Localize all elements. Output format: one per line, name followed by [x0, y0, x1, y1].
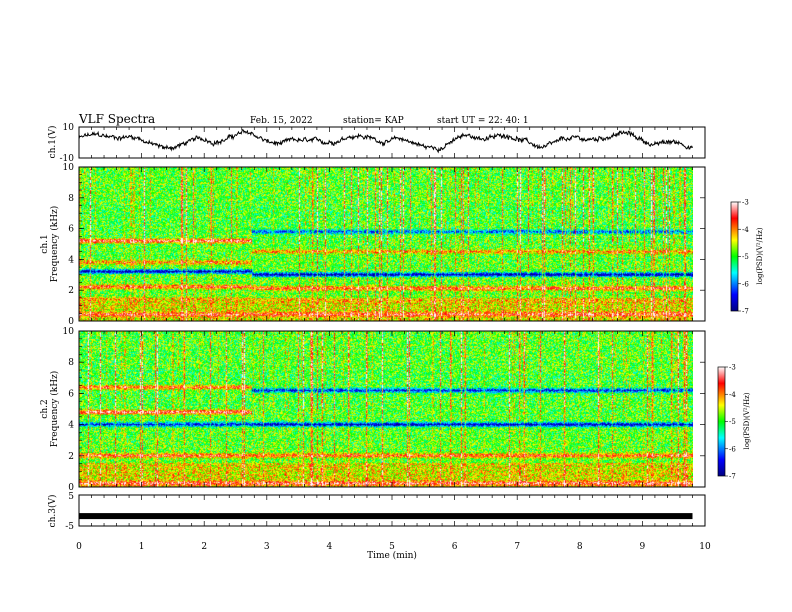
ylabel-ch1-frequency: Frequency (kHz) — [49, 206, 60, 283]
ylabel-ch3-volts: ch.3(V) — [47, 495, 58, 528]
ytick-ch3-top: 5 — [68, 492, 74, 502]
colorbar-tick-label: -5 — [729, 418, 736, 426]
colorbar-ch1-ticks: -3 -4 -5 -6 -7 — [738, 199, 749, 316]
x-tick-label: 3 — [264, 542, 270, 552]
waveform-ch1-line — [78, 128, 693, 154]
waveform-ch3-line — [79, 513, 693, 520]
colorbar-ch1 — [730, 201, 739, 312]
ytick-ch1-top: 10 — [63, 123, 75, 133]
colorbar-tick-label: -4 — [742, 226, 749, 234]
spectrogram-ch2-image — [79, 331, 693, 487]
x-ticks-panel-1 — [78, 127, 706, 158]
ylabel-ch1-channel: ch.1 — [40, 234, 50, 253]
x-tick-label: 1 — [139, 542, 145, 552]
y-tick-label: 2 — [68, 452, 74, 462]
colorbar-tick-label: -3 — [742, 199, 749, 207]
y-tick-label: 6 — [68, 225, 74, 235]
y-tick-label: 10 — [63, 327, 75, 337]
colorbar-tick-label: -4 — [729, 391, 736, 399]
x-tick-label: 8 — [577, 542, 583, 552]
y-tick-label: 8 — [68, 194, 74, 204]
colorbar-tick-label: -7 — [729, 473, 736, 481]
x-axis-tick-labels: 0 1 2 3 4 5 6 7 8 9 10 — [76, 542, 711, 552]
ylabel-ch1-volts: ch.1(V) — [47, 126, 58, 159]
station-label: station= KAP — [343, 116, 404, 126]
colorbar-ch2 — [717, 366, 726, 477]
x-axis-label: Time (min) — [367, 550, 417, 561]
y-tick-label: 0 — [68, 483, 74, 493]
colorbar-tick-label: -7 — [742, 308, 749, 316]
y-tick-label: 4 — [68, 421, 74, 431]
x-tick-label: 6 — [452, 542, 458, 552]
x-tick-label: 4 — [327, 542, 333, 552]
ytick-ch1-bottom: -10 — [60, 154, 75, 164]
x-ticks-panel-4 — [78, 495, 706, 526]
x-tick-label: 0 — [76, 542, 82, 552]
figure-title: VLF Spectra — [78, 112, 155, 126]
x-tick-label: 9 — [640, 542, 646, 552]
spectrogram-ch1-image — [79, 167, 693, 321]
y-tick-label: 6 — [68, 389, 74, 399]
colorbar-ch2-label: log(PSD)(V²/Hz) — [743, 392, 751, 449]
y-tick-label: 10 — [63, 163, 75, 173]
date-label: Feb. 15, 2022 — [250, 116, 313, 126]
colorbar-ch1-label: log(PSD)(V²/Hz) — [756, 227, 764, 284]
ytick-ch3-bottom: -5 — [65, 522, 74, 532]
spectrogram-ch1-yticks: 0 2 4 6 8 10 — [63, 163, 705, 327]
panel-waveform-ch3: 5 -5 ch.3(V) — [47, 492, 706, 532]
x-tick-label: 7 — [514, 542, 520, 552]
colorbar-tick-label: -6 — [729, 445, 736, 453]
x-tick-label: 10 — [699, 542, 711, 552]
y-tick-label: 0 — [68, 317, 74, 327]
panel-waveform-ch1: 10 -10 ch.1(V) — [47, 123, 706, 164]
colorbar-tick-label: -3 — [729, 364, 736, 372]
colorbar-tick-label: -6 — [742, 280, 749, 288]
y-tick-label: 8 — [68, 358, 74, 368]
x-tick-label: 2 — [201, 542, 207, 552]
x-ticks-panel-2 — [78, 167, 706, 321]
spectrogram-ch2-yticks: 0 2 4 6 8 10 — [63, 327, 705, 493]
ylabel-ch2-frequency: Frequency (kHz) — [49, 371, 60, 448]
start-time-label: start UT = 22: 40: 1 — [437, 116, 529, 126]
colorbar-ch2-ticks: -3 -4 -5 -6 -7 — [725, 364, 736, 481]
y-tick-label: 4 — [68, 255, 74, 265]
colorbar-tick-label: -5 — [742, 253, 749, 261]
ylabel-ch2-channel: ch.2 — [40, 399, 50, 418]
y-tick-label: 2 — [68, 286, 74, 296]
x-tick-label: 5 — [389, 542, 395, 552]
x-ticks-panel-3 — [78, 331, 706, 487]
